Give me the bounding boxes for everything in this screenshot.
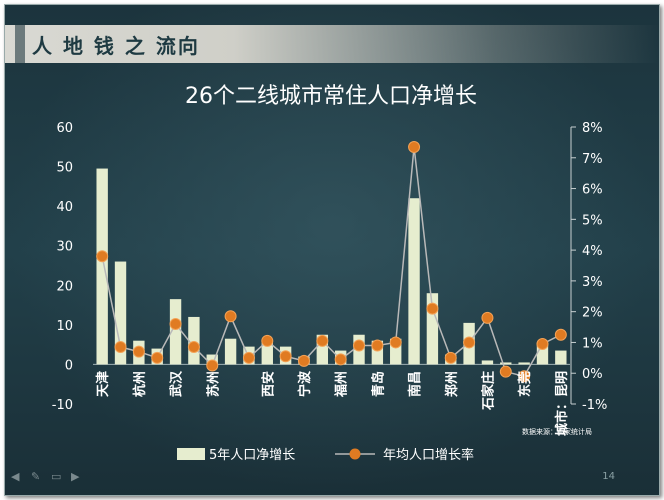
growth-rate-point: [187, 341, 200, 354]
growth-rate-point: [206, 359, 219, 372]
bar: [408, 198, 420, 365]
left-axis-tick: 60: [56, 121, 73, 136]
right-axis-tick: 1%: [582, 336, 603, 351]
left-axis-tick: 20: [56, 279, 73, 294]
category-label: 福州: [334, 371, 350, 398]
page-number: 14: [602, 471, 615, 482]
bar: [371, 340, 384, 365]
category-label: 城市：昆明: [554, 371, 570, 436]
bar: [518, 362, 530, 365]
left-axis-tick: 0: [65, 358, 73, 373]
bar: [500, 362, 512, 365]
growth-rate-point: [297, 354, 310, 367]
growth-rate-point: [481, 311, 494, 324]
growth-rate-point: [132, 345, 145, 358]
bar: [261, 340, 273, 365]
right-axis-tick: 2%: [582, 306, 603, 321]
category-label: 东莞: [517, 371, 533, 397]
bar: [114, 261, 127, 365]
growth-rate-point: [151, 351, 164, 364]
bar: [481, 360, 494, 365]
category-label: 天津: [95, 371, 111, 397]
left-axis-tick: 50: [56, 161, 73, 176]
left-axis-tick: 40: [56, 200, 73, 215]
legend-marker-swatch: [349, 448, 361, 460]
slide: 人 地 钱 之 流向 26个二线城市常住人口净增长 -10 0 10 20 30 40 50…: [4, 4, 660, 496]
category-label: 郑州: [444, 371, 460, 397]
bar: [188, 316, 200, 365]
bar: [536, 342, 549, 365]
growth-rate-point: [554, 328, 567, 341]
category-label: 宁波: [297, 370, 313, 397]
right-axis-tick: 4%: [582, 244, 603, 259]
category-labels: 天津 杭州 武汉 苏州 西安 宁波 福州 青岛 南昌 郑州 石家庄 东莞 城市：昆明: [95, 370, 570, 436]
bar-series: [96, 168, 567, 365]
bar: [316, 334, 329, 365]
header-accent: [15, 25, 25, 63]
growth-rate-point: [224, 310, 237, 323]
right-axis-tick: 5%: [582, 213, 603, 228]
category-label: 石家庄: [480, 371, 496, 411]
chart: 26个二线城市常住人口净增长 -10 0 10 20 30 40 50 60 -1% 0% 1% 2…: [52, 84, 608, 463]
bar: [169, 299, 182, 365]
growth-rate-point: [463, 336, 476, 349]
prev-icon[interactable]: ◀: [11, 470, 20, 483]
chart-title: 26个二线城市常住人口净增长: [185, 84, 477, 109]
legend-bar-swatch: [177, 448, 205, 460]
right-axis-tick: -1%: [582, 398, 607, 413]
bar: [206, 354, 218, 365]
growth-rate-point: [279, 350, 292, 363]
right-axis-tick: 6%: [582, 183, 603, 198]
bar: [426, 293, 439, 365]
left-axis: -10 0 10 20 30 40 50 60: [52, 121, 570, 413]
right-axis-tick: 8%: [582, 121, 603, 136]
growth-rate-point: [426, 302, 439, 315]
growth-rate-point: [499, 365, 512, 378]
legend-line-label: 年均人口增长率: [383, 447, 474, 463]
growth-rate-point: [518, 370, 531, 383]
legend-bar-label: 5年人口净增长: [209, 448, 295, 463]
growth-rate-point: [242, 351, 255, 364]
growth-rate-point: [444, 351, 457, 364]
category-label: 苏州: [205, 371, 221, 397]
next-icon[interactable]: ▶: [71, 470, 80, 483]
category-label: 武汉: [169, 370, 185, 397]
category-label: 南昌: [407, 371, 423, 397]
bar: [555, 350, 567, 365]
right-axis-tick: 7%: [582, 152, 603, 167]
growth-rate-point: [114, 341, 127, 354]
growth-rate-point: [261, 334, 274, 347]
growth-rate-point: [408, 141, 421, 154]
pen-icon[interactable]: ✎: [31, 470, 41, 483]
growth-rate-point: [334, 353, 347, 366]
growth-rate-point: [371, 339, 384, 352]
bar: [96, 168, 108, 365]
menu-icon[interactable]: ▭: [51, 470, 62, 483]
source-note: 数据来源：国家统计局: [522, 427, 592, 436]
slide-nav-controls: ◀ ✎ ▭ ▶: [11, 471, 83, 485]
growth-rate-point: [536, 337, 549, 350]
category-label: 西安: [260, 371, 276, 397]
left-axis-tick: 30: [56, 240, 73, 255]
growth-rate-point: [96, 250, 109, 263]
left-axis-tick: -10: [52, 398, 73, 413]
bar: [390, 338, 402, 365]
growth-rate-point: [389, 336, 402, 349]
line-series: [96, 141, 567, 383]
header-bar: 人 地 钱 之 流向: [5, 25, 659, 63]
right-axis: -1% 0% 1% 2% 3% 4% 5% 6% 7% 8%: [570, 121, 607, 413]
category-label: 青岛: [370, 371, 386, 397]
left-axis-tick: 10: [56, 319, 73, 334]
category-label: 杭州: [132, 371, 148, 397]
right-axis-tick: 3%: [582, 275, 603, 290]
legend: 5年人口净增长 年均人口增长率: [177, 447, 474, 463]
growth-rate-point: [316, 334, 329, 347]
bar: [224, 338, 237, 365]
right-axis-tick: 0%: [582, 367, 603, 382]
growth-rate-point: [353, 339, 366, 352]
growth-rate-point: [169, 317, 182, 330]
header-title: 人 地 钱 之 流向: [32, 34, 200, 58]
